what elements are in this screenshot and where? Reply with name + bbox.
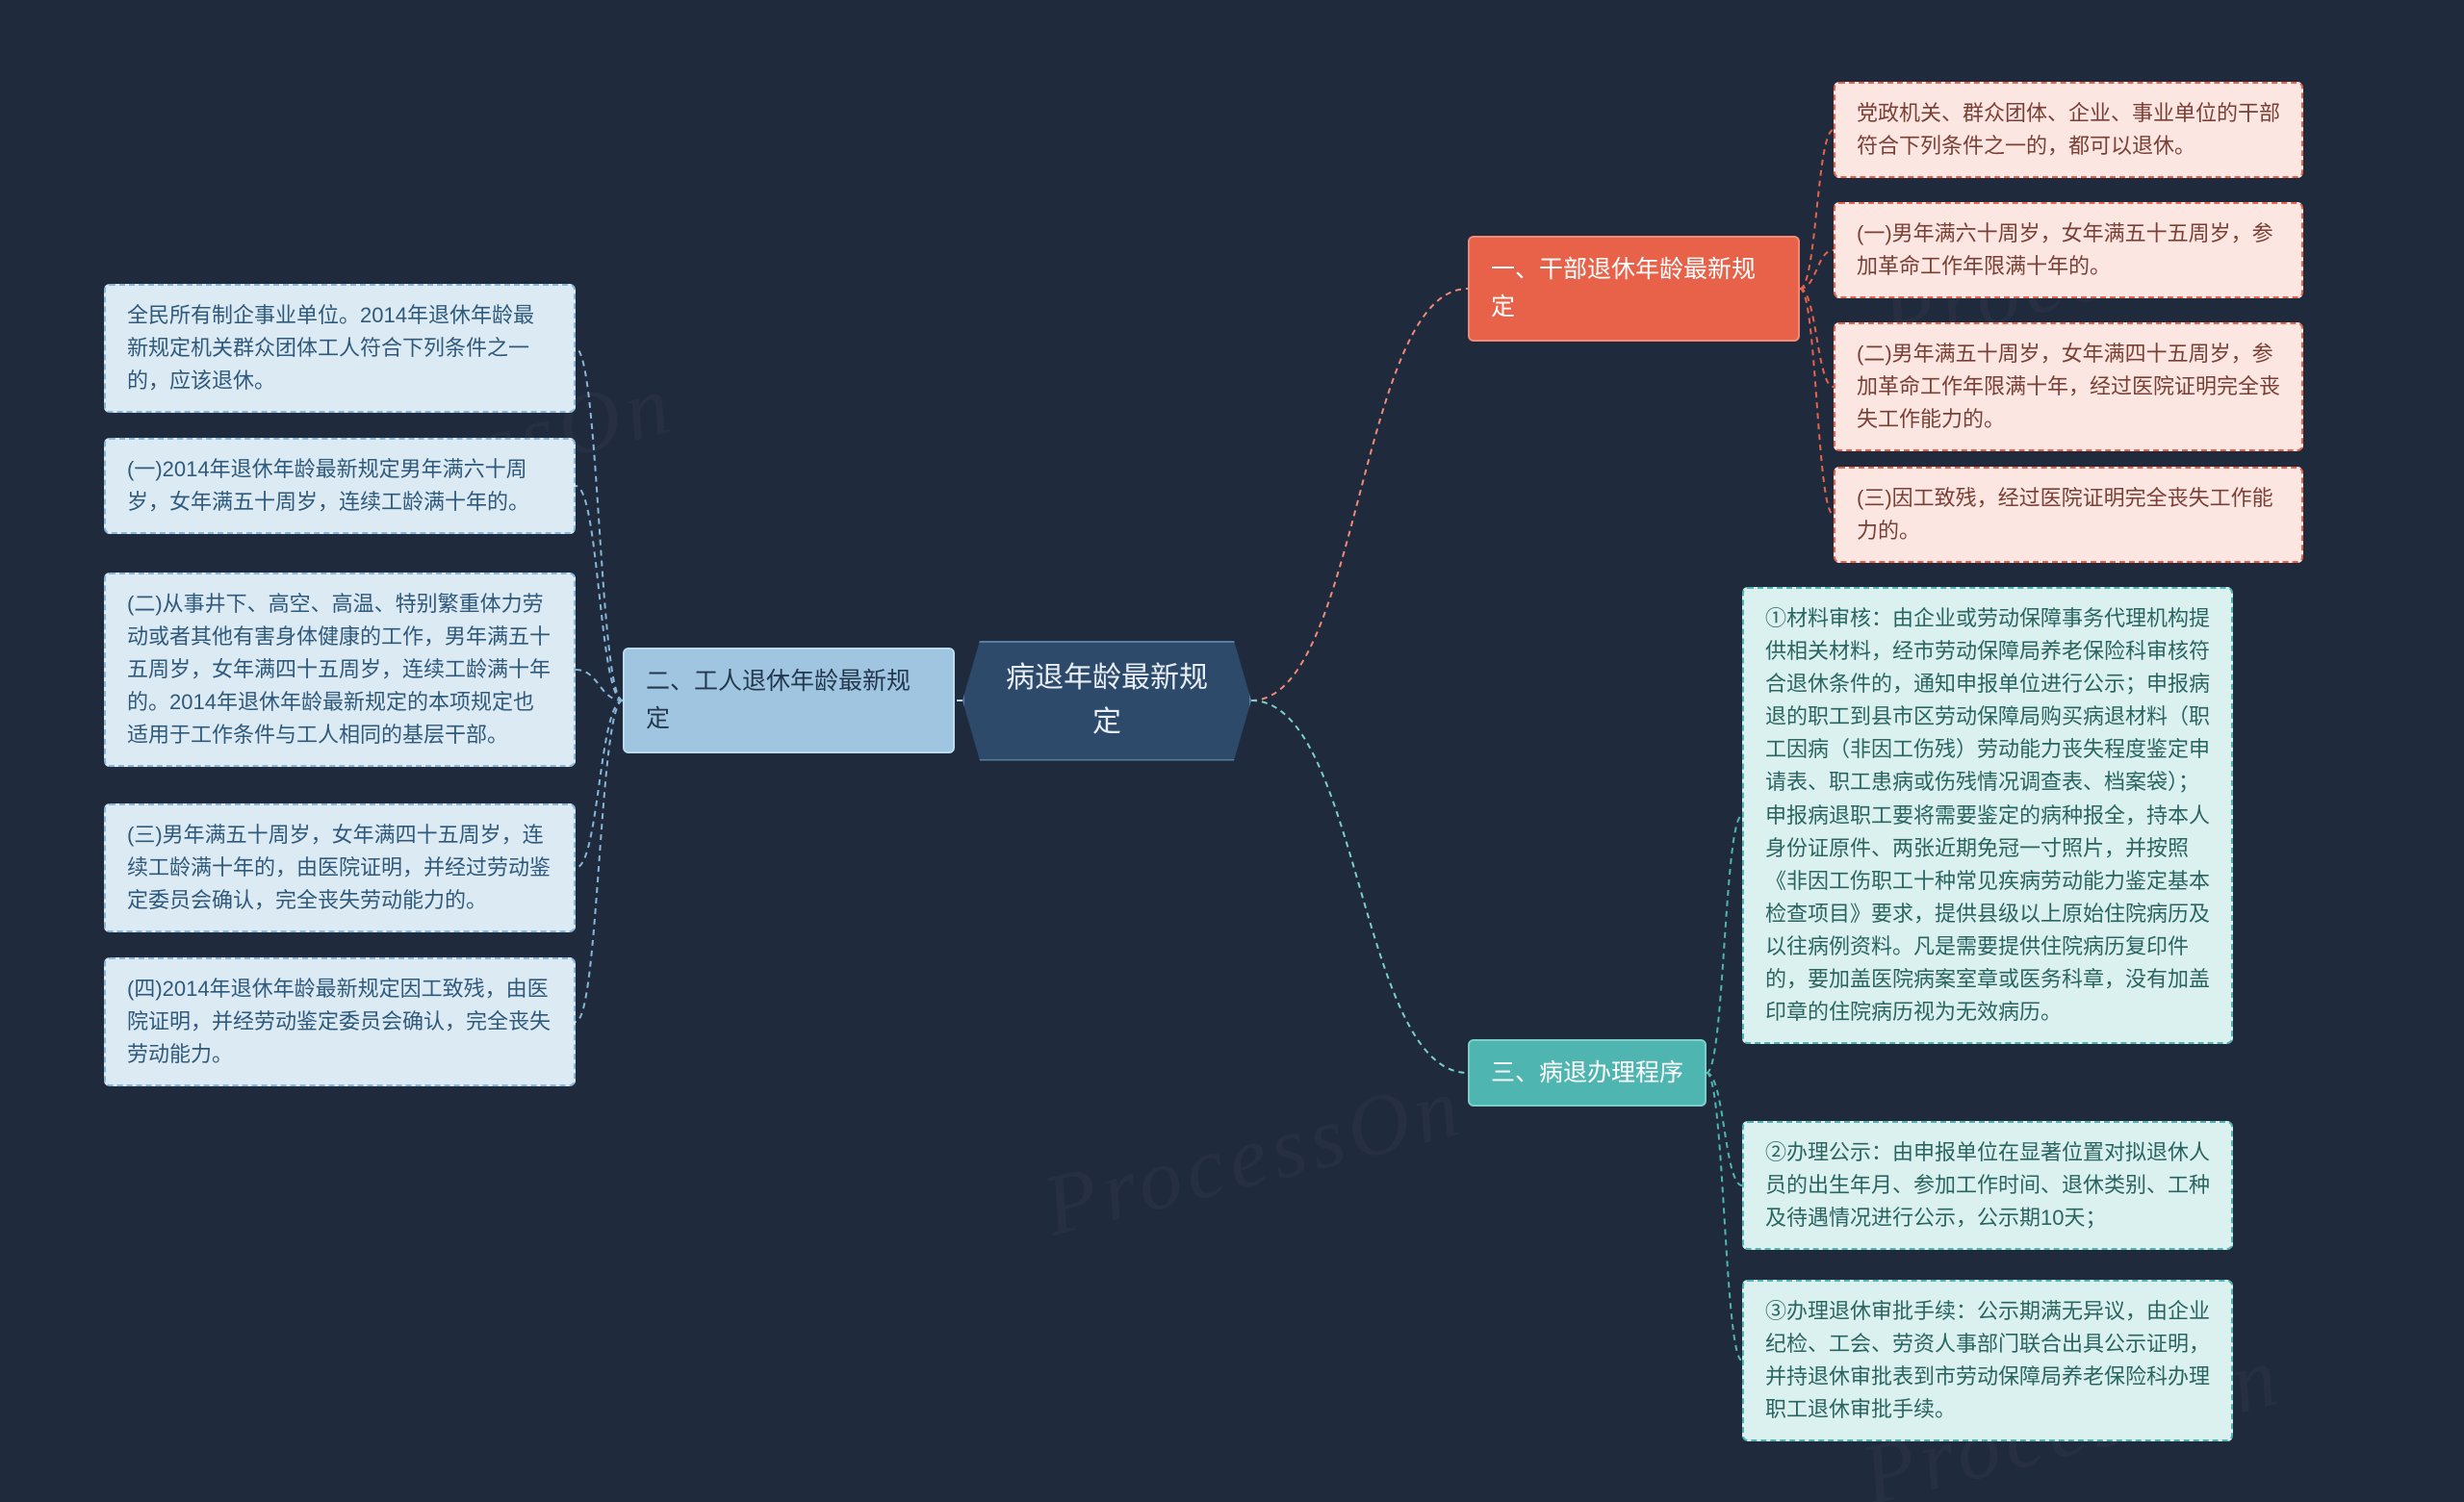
category-node: 二、工人退休年龄最新规定	[623, 648, 955, 753]
connector-line	[1251, 700, 1468, 1073]
connector-line	[1251, 289, 1468, 700]
leaf-node: (一)2014年退休年龄最新规定男年满六十周岁，女年满五十周岁，连续工龄满十年的…	[104, 438, 576, 534]
leaf-node: ②办理公示：由申报单位在显著位置对拟退休人员的出生年月、参加工作时间、退休类别、…	[1742, 1121, 2233, 1250]
connector-line	[1800, 289, 1834, 515]
leaf-node: 全民所有制企事业单位。2014年退休年龄最新规定机关群众团体工人符合下列条件之一…	[104, 284, 576, 413]
category-node: 一、干部退休年龄最新规定	[1468, 236, 1800, 342]
connector-line	[576, 348, 623, 700]
leaf-node: ①材料审核：由企业或劳动保障事务代理机构提供相关材料，经市劳动保障局养老保险科审…	[1742, 587, 2233, 1044]
connector-line	[1800, 130, 1834, 289]
connector-line	[576, 670, 623, 700]
leaf-node: (四)2014年退休年龄最新规定因工致残，由医院证明，并经劳动鉴定委员会确认，完…	[104, 957, 576, 1086]
leaf-node: (一)男年满六十周岁，女年满五十五周岁，参加革命工作年限满十年的。	[1834, 202, 2303, 298]
leaf-node: ③办理退休审批手续：公示期满无异议，由企业纪检、工会、劳资人事部门联合出具公示证…	[1742, 1280, 2233, 1441]
leaf-node: 党政机关、群众团体、企业、事业单位的干部符合下列条件之一的，都可以退休。	[1834, 82, 2303, 178]
leaf-node: (二)男年满五十周岁，女年满四十五周岁，参加革命工作年限满十年，经过医院证明完全…	[1834, 322, 2303, 451]
root-node: 病退年龄最新规定	[962, 641, 1251, 761]
connector-line	[576, 486, 623, 700]
connector-line	[1800, 289, 1834, 387]
watermark: ProcessOn	[1034, 1056, 1474, 1257]
connector-line	[1707, 1073, 1742, 1361]
connector-line	[576, 700, 623, 1022]
connector-line	[1800, 250, 1834, 289]
connector-line	[1707, 1073, 1742, 1185]
category-node: 三、病退办理程序	[1468, 1039, 1707, 1107]
leaf-node: (三)男年满五十周岁，女年满四十五周岁，连续工龄满十年的，由医院证明，并经过劳动…	[104, 803, 576, 932]
leaf-node: (二)从事井下、高空、高温、特别繁重体力劳动或者其他有害身体健康的工作，男年满五…	[104, 573, 576, 767]
leaf-node: (三)因工致残，经过医院证明完全丧失工作能力的。	[1834, 467, 2303, 563]
connector-line	[1707, 816, 1742, 1074]
connector-line	[576, 700, 623, 868]
